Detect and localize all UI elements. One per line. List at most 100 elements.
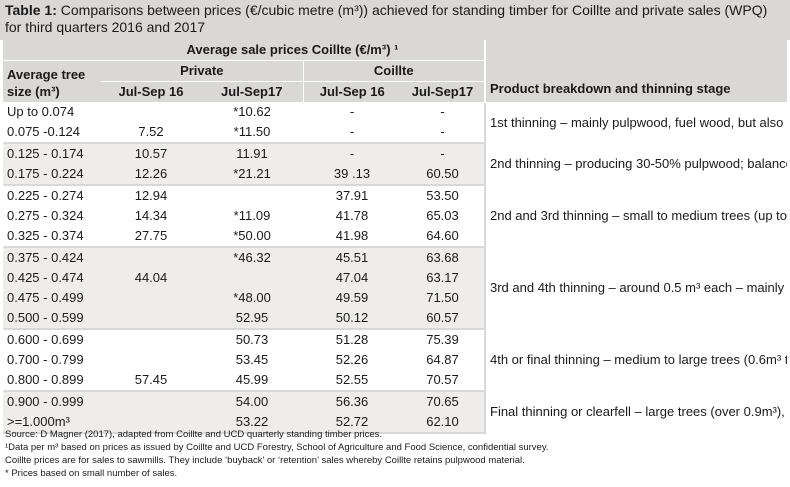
- private-2016-cell: [101, 412, 201, 434]
- footnote-small-sales: * Prices based on small number of sales.: [5, 468, 178, 479]
- coillte-header: Coillte: [303, 60, 485, 82]
- price-table: Average sale prices Coillte (€/m³) ¹ Pro…: [3, 40, 787, 434]
- size-header-line1: Average tree: [7, 67, 86, 82]
- coillte-2017-cell: 64.87: [401, 350, 485, 370]
- private-2017-cell: 53.45: [201, 350, 303, 370]
- product-header: Product breakdown and thinning stage: [484, 40, 787, 103]
- private-2017-cell: *50.00: [201, 226, 303, 248]
- private-2017-cell: 52.95: [201, 308, 303, 330]
- coillte-2017-cell: 75.39: [401, 329, 485, 350]
- coillte-2016-cell: 41.78: [303, 206, 401, 226]
- coillte-2017-cell: 60.57: [401, 308, 485, 330]
- private-2017-cell: *10.62: [201, 102, 303, 122]
- coillte-2016-cell: 49.59: [303, 288, 401, 308]
- private-2016-cell: 44.04: [101, 268, 201, 288]
- size-cell: 0.425 - 0.474: [3, 268, 101, 288]
- private-2016-cell: [101, 329, 201, 350]
- coillte-2016-cell: -: [303, 143, 401, 164]
- coillte-2016-cell: 45.51: [303, 247, 401, 268]
- coillte-2017-cell: 70.65: [401, 391, 485, 412]
- private-2016-cell: 27.75: [101, 226, 201, 248]
- size-cell: 0.800 - 0.899: [3, 370, 101, 392]
- table-row: 0.375 - 0.424 *46.32 45.51 63.68 3rd and…: [3, 247, 787, 329]
- footnote-source: Source: D Magner (2017), adapted from Co…: [5, 429, 383, 440]
- coillte-2017-cell: -: [401, 102, 485, 122]
- footnote-coillte-prices: Coillte prices are for sales to sawmills…: [5, 455, 525, 466]
- coillte-2016-cell: 51.28: [303, 329, 401, 350]
- coillte-2016-cell: -: [303, 102, 401, 122]
- coillte-2017-cell: -: [401, 143, 485, 164]
- product-description: 2nd and 3rd thinning – small to medium t…: [484, 185, 787, 247]
- footnotes: Source: D Magner (2017), adapted from Co…: [5, 428, 785, 480]
- table-title-label: Table 1:: [5, 2, 57, 18]
- table-row: 0.800 - 0.899 57.45 45.99 52.55 70.57: [3, 370, 787, 392]
- size-header: Average tree size (m³): [3, 60, 101, 102]
- coillte-2016-cell: 41.98: [303, 226, 401, 248]
- coillte-2016-cell: 52.55: [303, 370, 401, 392]
- coillte-2017-cell: 71.50: [401, 288, 485, 308]
- table-row: 0.075 -0.124 7.52 *11.50 - -: [3, 122, 787, 144]
- private-2017-cell: 53.22: [201, 412, 303, 434]
- col-coillte-2016: Jul-Sep 16: [303, 81, 401, 102]
- private-2016-cell: 7.52: [101, 122, 201, 144]
- col-private-2016: Jul-Sep 16: [101, 81, 201, 102]
- coillte-2016-cell: 39 .13: [303, 164, 401, 186]
- table-row: 0.600 - 0.699 50.73 51.28 75.39 4th or f…: [3, 329, 787, 391]
- private-2017-cell: [201, 185, 303, 206]
- coillte-2016-cell: 50.12: [303, 308, 401, 330]
- coillte-2016-cell: 47.04: [303, 268, 401, 288]
- private-2017-cell: *11.09: [201, 206, 303, 226]
- private-2016-cell: [101, 288, 201, 308]
- coillte-2017-cell: 63.17: [401, 268, 485, 288]
- private-2016-cell: 12.26: [101, 164, 201, 186]
- size-cell: 0.325 - 0.374: [3, 226, 101, 248]
- coillte-2017-cell: 65.03: [401, 206, 485, 226]
- size-cell: 0.500 - 0.599: [3, 308, 101, 330]
- coillte-2016-cell: -: [303, 122, 401, 144]
- table-row: 0.425 - 0.474 44.04 47.04 63.17: [3, 268, 787, 288]
- coillte-2017-cell: 62.10: [401, 412, 485, 434]
- table-row: Up to 0.074 *10.62 - - 1st thinning – ma…: [3, 102, 787, 143]
- coillte-2017-cell: 60.50: [401, 164, 485, 186]
- coillte-2016-cell: 52.72: [303, 412, 401, 434]
- table-row: 0.175 - 0.224 12.26 *21.21 39 .13 60.50: [3, 164, 787, 186]
- private-2017-cell: 45.99: [201, 370, 303, 392]
- table-row: 0.500 - 0.599 52.95 50.12 60.57: [3, 308, 787, 330]
- table-title-text: Comparisons between prices (€/cubic metr…: [5, 2, 768, 35]
- size-cell: 0.900 - 0.999: [3, 391, 101, 412]
- table-row: 0.475 - 0.499 *48.00 49.59 71.50: [3, 288, 787, 308]
- coillte-2016-cell: 37.91: [303, 185, 401, 206]
- coillte-2016-cell: 56.36: [303, 391, 401, 412]
- private-2016-cell: [101, 308, 201, 330]
- size-cell: 0.175 - 0.224: [3, 164, 101, 186]
- coillte-2017-cell: 70.57: [401, 370, 485, 392]
- size-cell: 0.125 - 0.174: [3, 143, 101, 164]
- product-description: Final thinning or clearfell – large tree…: [484, 391, 787, 433]
- col-private-2017: Jul-Sep17: [201, 81, 304, 102]
- size-cell: 0.375 - 0.424: [3, 247, 101, 268]
- private-2016-cell: 14.34: [101, 206, 201, 226]
- private-2017-cell: 54.00: [201, 391, 303, 412]
- coillte-2016-cell: 52.26: [303, 350, 401, 370]
- coillte-2017-cell: -: [401, 122, 485, 144]
- private-2017-cell: *48.00: [201, 288, 303, 308]
- private-2017-cell: 50.73: [201, 329, 303, 350]
- product-description: 4th or final thinning – medium to large …: [484, 329, 787, 391]
- coillte-2017-cell: 64.60: [401, 226, 485, 248]
- table-row: 0.225 - 0.274 12.94 37.91 53.50 2nd and …: [3, 185, 787, 247]
- private-2016-cell: [101, 247, 201, 268]
- private-2016-cell: [101, 350, 201, 370]
- size-cell: Up to 0.074: [3, 102, 101, 122]
- private-2016-cell: 57.45: [101, 370, 201, 392]
- product-description: 1st thinning – mainly pulpwood, fuel woo…: [484, 102, 787, 143]
- private-2016-cell: 12.94: [101, 185, 201, 206]
- size-cell: >=1.000m³: [3, 412, 101, 434]
- table-title: Table 1: Comparisons between prices (€/c…: [5, 2, 785, 36]
- size-cell: 0.600 - 0.699: [3, 329, 101, 350]
- size-cell: 0.225 - 0.274: [3, 185, 101, 206]
- table-row: 0.700 - 0.799 53.45 52.26 64.87: [3, 350, 787, 370]
- title-bar: [0, 0, 790, 40]
- product-description: 3rd and 4th thinning – around 0.5 m³ eac…: [484, 247, 787, 329]
- table-row: >=1.000m³ 53.22 52.72 62.10: [3, 412, 787, 434]
